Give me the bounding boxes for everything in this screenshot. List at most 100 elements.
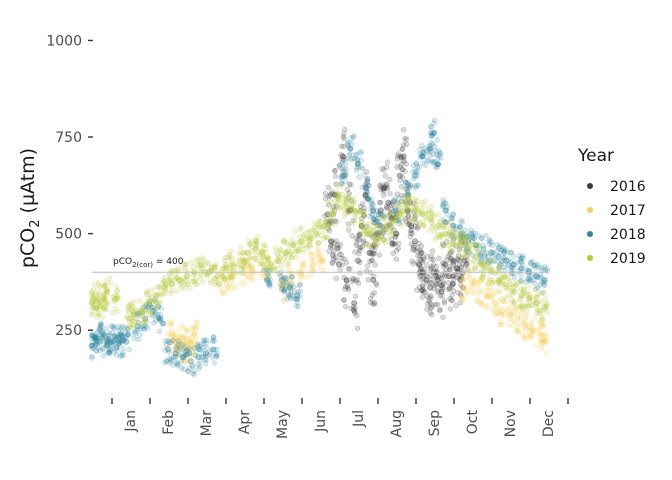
point-2019-4-12 (102, 282, 108, 288)
point-2019-15-12 (189, 278, 195, 284)
point-2019-17-13 (203, 273, 210, 279)
point-2017-10-3 (250, 276, 256, 282)
point-2016-3-3 (338, 251, 344, 258)
point-2017-2-0 (175, 336, 181, 343)
point-2017-1 (172, 338, 179, 345)
point-2016-5 (343, 277, 350, 283)
point-2016-24-0 (418, 272, 424, 279)
point-2016-30-11 (437, 307, 443, 313)
point-2016-6-0 (345, 209, 352, 215)
point-2019-54-12 (490, 278, 497, 284)
point-2016-10-10 (366, 182, 372, 189)
point-2018-8-7 (118, 325, 124, 331)
point-2016-3-12 (335, 242, 341, 248)
point-2019-29-11 (297, 226, 303, 232)
point-2018-11-9 (144, 319, 150, 325)
point-2017-17 (461, 284, 468, 291)
point-2016-29-8 (433, 272, 439, 278)
point-2016-9-7 (359, 223, 365, 229)
legend-key-2019 (587, 255, 593, 261)
point-2017-20-1 (482, 279, 488, 285)
point-2019-59-2 (526, 284, 532, 290)
point-2019-1-12 (90, 293, 96, 299)
point-2016-24-10 (418, 249, 425, 255)
point-2016-9-6 (357, 231, 363, 237)
point-2017-6-1 (194, 319, 200, 325)
point-2017-10-12 (250, 266, 256, 272)
point-2018-21-13 (267, 283, 273, 289)
point-2017-21-13 (492, 291, 498, 297)
point-2018-9-13 (121, 338, 127, 344)
point-2018-47-12 (509, 270, 515, 276)
point-2016-1-5 (330, 253, 336, 259)
point-2019-18-11 (211, 265, 217, 272)
point-2016-7 (351, 300, 358, 306)
point-2017-5-1 (188, 340, 194, 346)
point-2017-21 (491, 300, 498, 306)
point-2016-21-2 (408, 182, 414, 188)
point-2017-28-7 (539, 346, 545, 352)
point-2019-1-10 (91, 281, 97, 287)
point-2017-25-0 (525, 323, 531, 330)
point-2018-6-1 (114, 344, 121, 350)
point-2016-10-6 (364, 176, 371, 182)
point-2016-17-4 (390, 240, 396, 246)
point-2017-5 (187, 338, 194, 345)
point-2018-9-3 (125, 332, 131, 338)
point-2017-25-10 (522, 327, 529, 334)
point-2017-15-9 (308, 256, 314, 262)
x-tick-label-dec: Dec (541, 410, 557, 437)
point-2019-43-8 (404, 205, 411, 212)
point-2018-6-5 (111, 334, 117, 340)
point-2018-10-3 (133, 329, 139, 335)
point-2019-25-12 (265, 254, 272, 260)
y-tick-label-250: 250 (55, 323, 82, 339)
point-2017-6-10 (194, 340, 200, 346)
point-2017-18-4 (466, 272, 473, 279)
point-2017-10-0 (246, 264, 252, 270)
point-2016-8-0 (356, 231, 363, 237)
point-2016-21-3 (407, 234, 413, 240)
point-2019-53-3 (483, 249, 490, 255)
point-2017-7-11 (223, 281, 229, 287)
point-2019-5-12 (112, 305, 118, 312)
point-2017-23-13 (504, 306, 511, 312)
point-2018-5-4 (106, 350, 113, 356)
point-2017-8-5 (226, 282, 232, 288)
point-2016-0-7 (325, 226, 331, 232)
point-2018-6-8 (111, 337, 118, 343)
point-2019-27-10 (285, 262, 291, 269)
point-2017-15-3 (308, 252, 314, 258)
point-2018-9-9 (124, 326, 130, 333)
point-2017-2-11 (176, 344, 182, 350)
point-2018-2-7 (94, 341, 101, 347)
point-2018-40-8 (456, 223, 463, 230)
point-2017-16-13 (315, 245, 321, 251)
point-2016-9-13 (359, 244, 365, 250)
point-2016-20-8 (399, 174, 406, 180)
point-2016-27-7 (428, 276, 435, 283)
point-2018-46-11 (501, 255, 508, 261)
point-2017-26-2 (530, 326, 536, 332)
point-2019-38-13 (366, 220, 372, 227)
point-2017-3 (180, 334, 187, 341)
point-2016-24-3 (417, 256, 424, 263)
point-2016-6-4 (345, 221, 352, 227)
point-2016-31-13 (445, 253, 451, 260)
point-2016-16-10 (387, 176, 393, 183)
point-2017-25-6 (524, 336, 530, 342)
point-2016-19-5 (397, 177, 403, 183)
point-2017-22-13 (501, 299, 507, 305)
point-2017-19-12 (478, 299, 484, 305)
point-2017-7-0 (224, 285, 230, 292)
point-2016-28-7 (428, 253, 434, 259)
point-2016-1-12 (330, 251, 336, 258)
point-2016-26-7 (420, 289, 427, 295)
point-2018-28-8 (364, 188, 370, 195)
point-2016-22-8 (406, 218, 413, 225)
point-2016-2-1 (332, 218, 338, 224)
point-2018-11-3 (144, 325, 151, 331)
point-2016-11-12 (369, 252, 375, 258)
point-2017-23 (507, 311, 513, 318)
point-2017-19-5 (478, 301, 484, 307)
